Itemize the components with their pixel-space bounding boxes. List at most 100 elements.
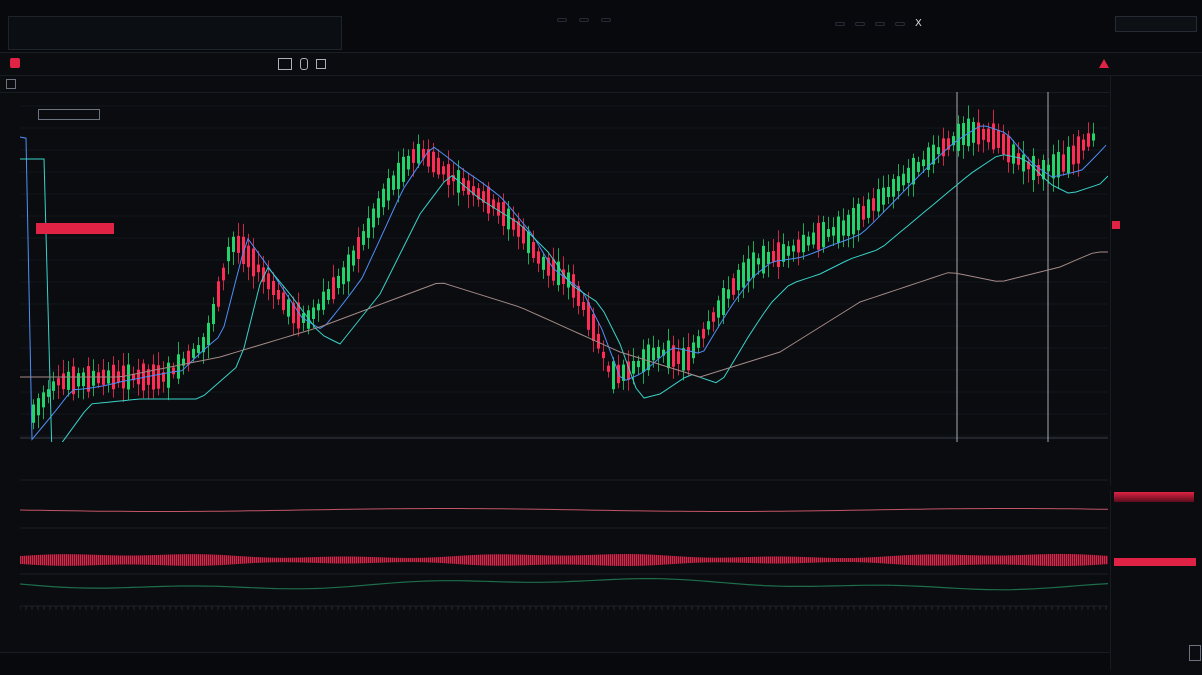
histogram-bar [332,556,334,564]
histogram-bar [894,555,896,565]
top-tool-5[interactable] [835,21,845,26]
histogram-bar [1012,555,1014,565]
candle-body [152,364,155,390]
price-level-label[interactable] [36,223,114,234]
left-price-axis[interactable] [0,92,20,672]
histogram-bar [888,556,890,564]
histogram-bar [884,556,886,564]
candle-body [697,336,700,348]
candle-body [537,251,540,264]
candle-body [62,373,65,390]
histogram-bar [930,554,932,566]
histogram-bar [258,557,260,563]
histogram-bar [570,555,572,565]
histogram-bar [182,554,184,566]
histogram-bar [850,557,852,563]
histogram-bar [90,554,92,566]
candle-style-icon[interactable] [278,58,292,70]
candle-body [177,354,180,379]
histogram-bar [104,555,106,565]
histogram-bar [86,554,88,566]
histogram-bar [408,557,410,563]
candle-body [877,189,880,212]
histogram-bar [1052,553,1054,567]
price-chart[interactable] [19,92,1109,458]
histogram-bar [196,554,198,566]
order-book-row[interactable] [1111,140,1202,151]
candle-body [857,203,860,231]
candle-body [512,218,515,230]
candle-body [507,208,510,230]
candle-body [852,207,855,235]
candle-body [47,389,50,397]
order-book-row[interactable] [1111,118,1202,129]
candle-body [282,292,285,311]
candle-body [642,349,645,373]
histogram-bar [1072,554,1074,566]
order-book-row[interactable] [1111,228,1202,239]
order-book-row[interactable] [1111,162,1202,173]
order-book-row[interactable] [1111,261,1202,272]
histogram-bar [250,556,252,564]
candle-body [417,143,420,164]
candle-body [52,381,55,391]
histogram-bar [774,556,776,564]
alert-icon[interactable] [1099,59,1109,68]
candle-body [872,198,875,211]
order-book-row[interactable] [1111,217,1202,228]
sell-bar[interactable] [1114,492,1194,502]
histogram-bar [992,555,994,565]
top-tool-8[interactable] [895,21,905,26]
histogram-bar [814,557,816,563]
histogram-bar [498,554,500,566]
candle-body [1007,135,1010,163]
order-book-row[interactable] [1111,129,1202,140]
histogram-bar [208,554,210,566]
chart-menu-icon[interactable] [6,79,16,89]
trade-panel [1110,490,1202,670]
top-tool-6[interactable] [855,21,865,26]
top-tool-4[interactable] [601,18,611,22]
histogram-bar [784,556,786,564]
candle-body [927,147,930,170]
candle-body [592,314,595,341]
candle-body [732,278,735,295]
order-book-row[interactable] [1111,151,1202,162]
histogram-bar [1006,555,1008,565]
top-tool-3[interactable] [579,18,589,22]
order-book-row[interactable] [1111,184,1202,195]
indicator-pane[interactable] [19,476,1111,652]
histogram-bar [170,554,172,566]
indicator-svg[interactable] [19,476,1111,652]
search-input[interactable] [1115,16,1197,32]
histogram-bar [742,557,744,563]
close-icon[interactable]: X [915,18,922,29]
histogram-bar [276,557,278,563]
candlestick-chart-svg[interactable] [19,92,1109,458]
pen-icon[interactable] [300,58,308,70]
order-book-row[interactable] [1111,206,1202,217]
chart-header [0,76,1110,93]
histogram-bar [190,554,192,566]
order-book-row[interactable] [1111,173,1202,184]
histogram-bar [508,554,510,566]
histogram-bar [576,555,578,565]
order-book-row[interactable] [1111,195,1202,206]
order-book-row[interactable] [1111,96,1202,107]
histogram-bar [414,557,416,563]
histogram-bar [706,557,708,563]
order-book-row[interactable] [1111,272,1202,283]
order-book-row[interactable] [1111,239,1202,250]
order-book-row[interactable] [1111,250,1202,261]
histogram-bar [560,555,562,565]
indicator-icon[interactable] [316,59,326,69]
candle-body [867,199,870,218]
histogram-bar [960,554,962,566]
candle-body [862,206,865,220]
top-tool-7[interactable] [875,21,885,26]
order-book-row[interactable] [1111,107,1202,118]
expand-icon[interactable] [1189,645,1201,661]
sell-button[interactable] [1114,558,1196,566]
top-tool-2[interactable] [557,18,567,22]
histogram-bar [768,556,770,564]
